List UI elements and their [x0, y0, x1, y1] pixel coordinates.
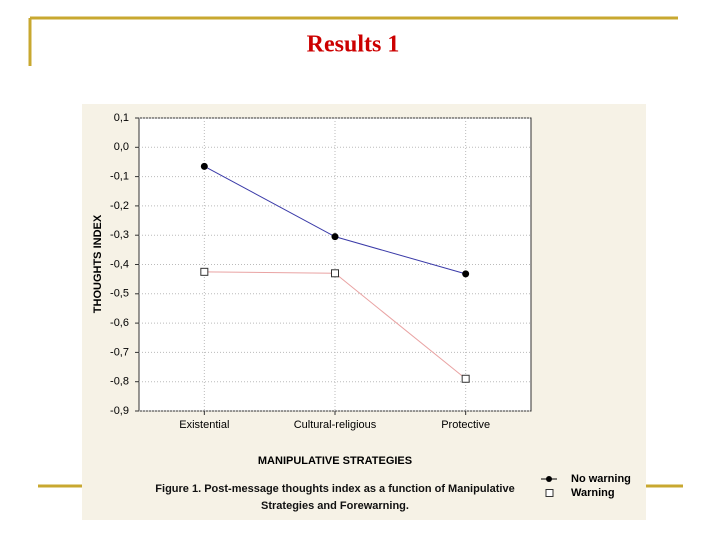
y-axis-label: THOUGHTS INDEX: [92, 214, 104, 313]
data-point: [462, 270, 470, 278]
y-tick-label: -0,8: [110, 376, 129, 388]
data-point: [200, 162, 208, 170]
y-tick-label: -0,6: [110, 317, 129, 329]
y-tick-label: 0,1: [114, 112, 129, 124]
y-tick-label: -0,5: [110, 288, 129, 300]
data-point: [331, 269, 339, 278]
x-tick-label: Existential: [179, 419, 229, 431]
legend-marker: [546, 476, 552, 482]
y-tick-label: 0,0: [114, 141, 129, 153]
y-tick-label: -0,3: [110, 229, 129, 241]
y-tick-label: -0,9: [110, 405, 129, 417]
slide-title: Results 1: [307, 32, 400, 58]
data-point: [331, 233, 339, 241]
legend-label: No warning: [571, 473, 631, 485]
y-tick-label: -0,2: [110, 200, 129, 212]
x-axis-label: MANIPULATIVE STRATEGIES: [258, 455, 412, 467]
x-tick-label: Cultural-religious: [294, 419, 377, 431]
figure-caption: Figure 1. Post-message thoughts index as…: [155, 483, 515, 512]
y-tick-label: -0,1: [110, 171, 129, 183]
data-point: [461, 374, 470, 383]
legend-marker: [545, 489, 554, 497]
y-tick-label: -0,7: [110, 346, 129, 358]
y-tick-label: -0,4: [110, 258, 129, 270]
x-tick-label: Protective: [441, 419, 490, 431]
legend-label: Warning: [571, 487, 615, 499]
data-point: [200, 267, 209, 276]
